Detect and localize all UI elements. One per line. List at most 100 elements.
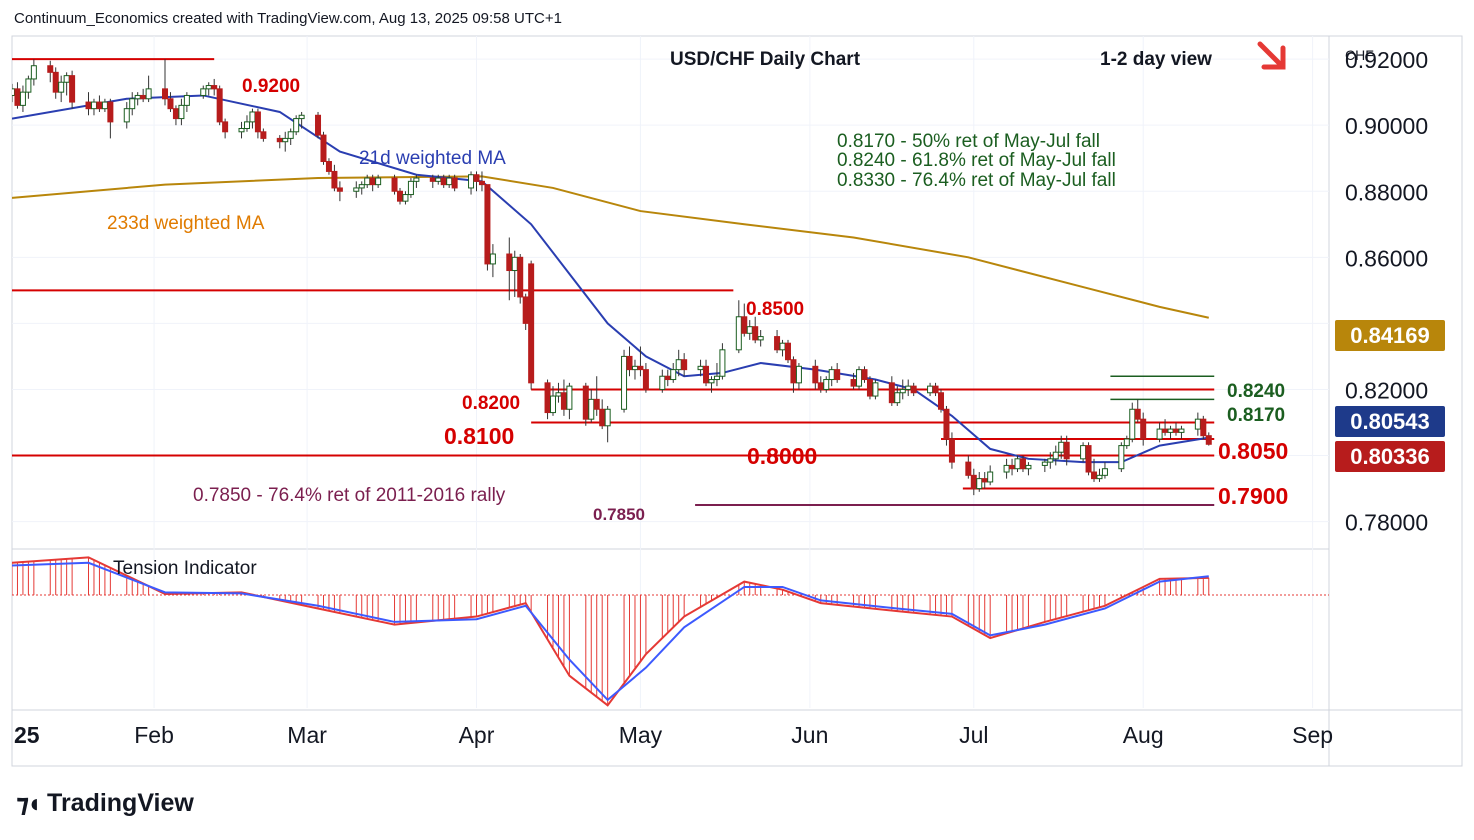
- candle-body: [1101, 468, 1108, 476]
- candle: [402, 191, 409, 205]
- retracement-note-764: 0.8330 - 76.4% ret of May-Jul fall: [837, 170, 1116, 191]
- candle-body: [812, 365, 819, 384]
- candle: [178, 98, 185, 126]
- candle-body: [440, 177, 447, 186]
- candle: [681, 353, 688, 377]
- candle: [784, 339, 791, 364]
- candle: [123, 102, 130, 129]
- candle-body: [1096, 474, 1103, 480]
- candle-body: [451, 177, 458, 189]
- candle: [544, 379, 551, 420]
- candle-body: [353, 187, 360, 192]
- candle-body: [293, 118, 300, 133]
- candle: [856, 366, 863, 390]
- candle-body: [856, 369, 863, 387]
- level-label-8500: 0.8500: [746, 299, 804, 320]
- candle-body: [664, 375, 671, 381]
- candlesticks[interactable]: [10, 59, 1212, 496]
- candle: [1014, 455, 1021, 473]
- candle-body: [1052, 451, 1059, 460]
- candle-body: [774, 336, 781, 351]
- candle: [834, 363, 841, 383]
- candle: [1134, 399, 1141, 423]
- level-label-8240: 0.8240: [1227, 381, 1285, 402]
- candle-body: [1047, 458, 1054, 463]
- candle-body: [1123, 438, 1130, 447]
- rally-retracement-note: 0.7850 - 76.4% ret of 2011-2016 rally: [193, 485, 506, 506]
- retracement-note-618: 0.8240 - 61.8% ret of May-Jul fall: [837, 150, 1116, 171]
- candle-body: [1118, 445, 1125, 470]
- price-axis[interactable]: 0.92000 0.90000 0.88000 0.86000 0.82000 0.780…: [1345, 47, 1428, 535]
- candle-body: [779, 342, 786, 351]
- candle: [517, 254, 524, 304]
- down-arrow-icon: [1257, 41, 1286, 70]
- candle-body: [528, 263, 535, 384]
- candle: [25, 75, 32, 99]
- candle-body: [752, 326, 759, 341]
- candle: [910, 382, 917, 397]
- candle-body: [435, 177, 442, 182]
- candle-body: [1019, 458, 1026, 470]
- candle-body: [331, 170, 338, 189]
- candle: [282, 131, 289, 152]
- level-label-7900: 0.7900: [1218, 483, 1288, 509]
- candle: [1172, 422, 1179, 436]
- tension-signal-line: [12, 561, 1209, 702]
- candle: [1101, 462, 1108, 479]
- candle-body: [757, 336, 764, 341]
- x-tick-label: Apr: [459, 722, 495, 748]
- time-axis[interactable]: 25 Feb Mar Apr May Jun Jul Aug Sep: [14, 722, 1333, 748]
- ma233-label: 233d weighted MA: [107, 213, 265, 234]
- candle: [823, 376, 830, 393]
- candle-body: [910, 385, 917, 394]
- candle: [167, 92, 174, 112]
- candle-body: [675, 359, 682, 371]
- candle-body: [364, 177, 371, 186]
- candle: [943, 405, 950, 446]
- candle-body: [63, 75, 70, 83]
- candle-body: [659, 375, 666, 390]
- candle-body: [1200, 418, 1207, 437]
- candle-body: [697, 365, 704, 371]
- candle: [358, 181, 365, 195]
- candle: [63, 72, 70, 96]
- candle-body: [746, 326, 753, 334]
- candle: [52, 67, 59, 99]
- candle: [1200, 415, 1207, 439]
- candle-body: [1140, 418, 1147, 440]
- candle: [129, 92, 136, 116]
- candle-body: [735, 316, 742, 351]
- chart-border: [11, 35, 1463, 767]
- candle: [593, 376, 600, 416]
- candle-body: [12, 88, 15, 96]
- candle: [719, 343, 726, 380]
- level-label-8100: 0.8100: [444, 423, 514, 449]
- candle: [664, 369, 671, 387]
- candle-body: [511, 256, 518, 272]
- candle: [703, 359, 710, 387]
- candle: [708, 376, 715, 393]
- candle-body: [681, 359, 688, 371]
- candle: [205, 82, 212, 96]
- level-label-7850: 0.7850: [593, 505, 645, 524]
- candle-body: [1178, 428, 1185, 433]
- candle-body: [670, 369, 677, 381]
- tradingview-logo[interactable]: ⁊◖ TradingView: [16, 788, 194, 819]
- candle-body: [588, 398, 595, 420]
- candle-body: [1205, 435, 1212, 445]
- candle-body: [1172, 428, 1179, 433]
- candle: [69, 70, 76, 109]
- candle: [1041, 458, 1048, 473]
- tension-indicator-pane[interactable]: [12, 556, 1329, 707]
- candle-body: [375, 177, 382, 186]
- candle-body: [642, 369, 649, 390]
- candle: [140, 88, 147, 103]
- candle: [298, 111, 305, 129]
- candle: [107, 98, 114, 139]
- candle-body: [243, 121, 250, 129]
- candle-body: [905, 385, 912, 390]
- candle-body: [254, 111, 261, 133]
- candle-body: [550, 395, 557, 414]
- candle-body: [938, 392, 945, 410]
